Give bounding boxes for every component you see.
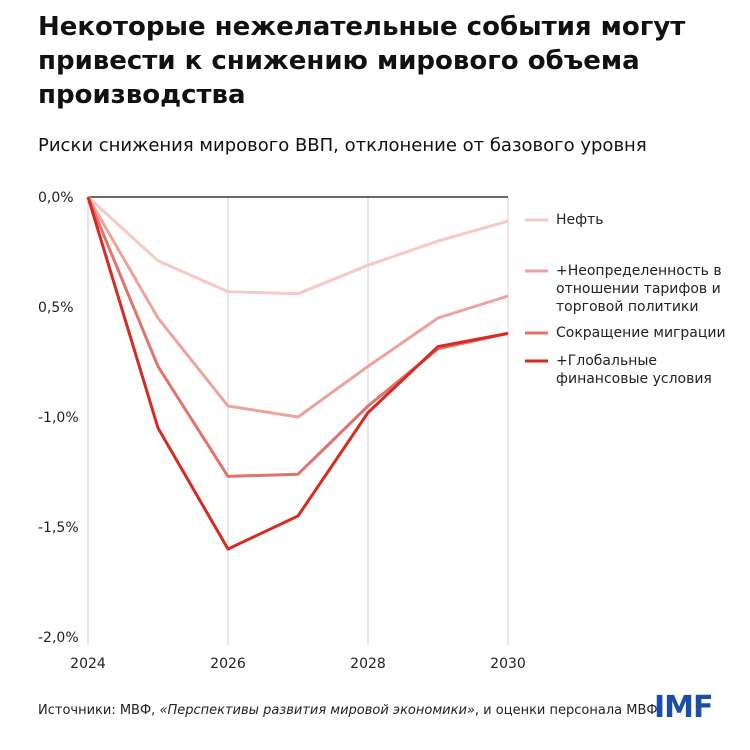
title: Некоторые нежелательные события могут пр… bbox=[38, 12, 686, 110]
series-line bbox=[86, 196, 509, 478]
series-line bbox=[86, 196, 509, 551]
series-line bbox=[86, 196, 509, 419]
source: Источники: МВФ, «Перспективы развития ми… bbox=[38, 703, 662, 718]
y-tick-label: 0,0% bbox=[38, 190, 74, 206]
legend-label: +Неопределенность в отношении тарифов и … bbox=[556, 263, 722, 315]
logo: IMF bbox=[654, 690, 714, 725]
x-tick-label: 2024 bbox=[70, 656, 106, 672]
y-tick-label: -1,0% bbox=[38, 410, 79, 426]
source-text: Источники: МВФ, bbox=[38, 703, 160, 718]
legend-label: Нефть bbox=[556, 212, 604, 228]
x-tick-label: 2028 bbox=[350, 656, 386, 672]
x-tick-label: 2030 bbox=[490, 656, 526, 672]
x-tick-label: 2026 bbox=[210, 656, 246, 672]
y-tick-label: 0,5% bbox=[38, 300, 74, 316]
series-line bbox=[86, 195, 509, 296]
source-title: «Перспективы развития мировой экономики» bbox=[159, 703, 475, 718]
subtitle: Риски снижения мирового ВВП, отклонение … bbox=[38, 135, 647, 156]
source-text: , и оценки персонала МВФ. bbox=[474, 703, 662, 718]
legend-label: Сокращение миграции bbox=[556, 325, 726, 341]
legend-label: +Глобальные финансовые условия bbox=[556, 353, 712, 387]
y-tick-label: -1,5% bbox=[38, 520, 79, 536]
y-tick-label: -2,0% bbox=[38, 630, 79, 646]
